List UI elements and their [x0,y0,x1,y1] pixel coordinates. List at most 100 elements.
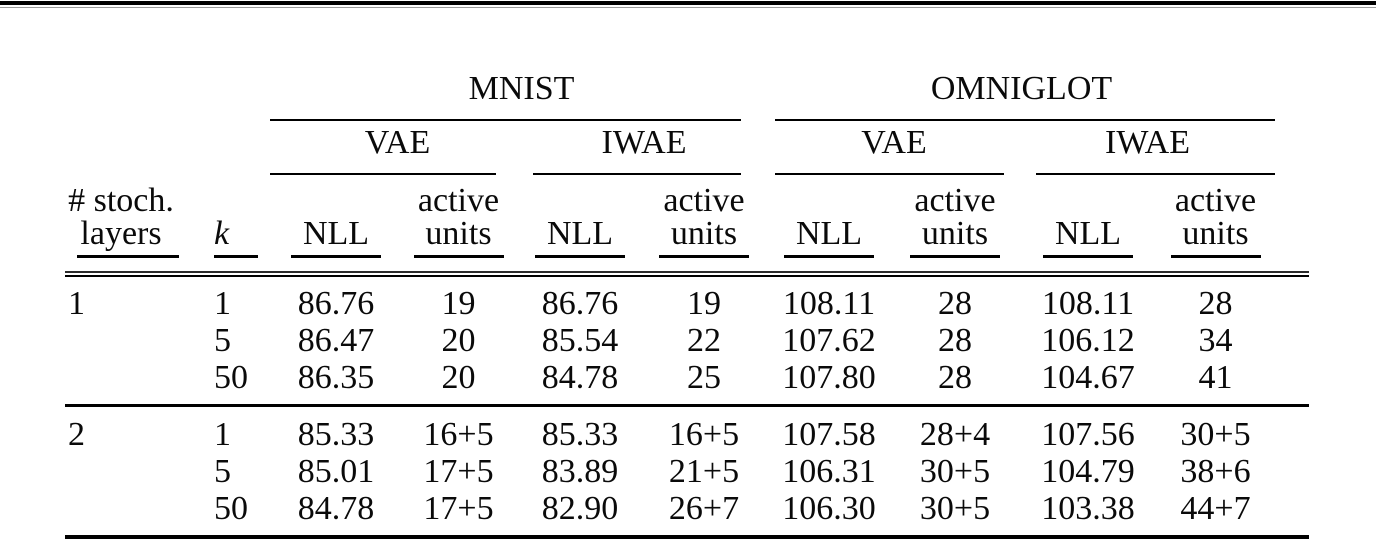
data-cell: 108.11 [1041,284,1135,322]
empty-cell [65,359,200,396]
model-subgroup-header-row: VAE IWAE VAE IWAE [65,122,1275,164]
underline-col [275,255,397,259]
col-header-active-units-iwae-mnist: active units [663,182,745,252]
data-cell: 84.78 [297,489,375,527]
bottom-rule [65,535,1309,539]
iwae-omniglot-rule [1036,173,1275,175]
data-cell: 85.54 [541,321,619,359]
col-header-nll-vae-mnist: NLL [302,215,370,252]
data-cell: 28+4 [919,415,991,453]
data-cell: 28 [938,321,972,359]
data-cell: 85.33 [541,415,619,453]
data-cell: 28 [1198,284,1233,322]
data-cell: 106.31 [782,452,876,490]
data-cell: 16+5 [423,415,494,453]
underline-col [397,255,520,259]
data-cell: 20 [441,358,476,396]
data-cell: 104.67 [1041,358,1135,396]
k-value: 1 [214,284,231,322]
data-cell: 44+7 [1180,489,1251,527]
data-cell: 103.38 [1041,489,1135,527]
data-cell: 38+6 [1180,452,1251,490]
stoch-layers-line1: # stoch. [68,182,174,219]
table-body-group-1: 1 1 86.76 19 86.76 19 108.11 28 108.11 2… [65,285,1275,396]
k-value: 5 [214,452,231,490]
data-cell: 19 [687,284,721,322]
col-header-k: k [214,215,230,252]
data-cell: 17+5 [423,452,494,490]
empty-cell [65,490,200,527]
data-cell: 30+5 [919,489,991,527]
vae-omniglot-rule [775,173,1004,175]
header-double-rule-bottom [65,274,1309,277]
data-cell: 28 [938,358,972,396]
data-cell: 16+5 [668,415,740,453]
group-header-mnist: MNIST [468,70,575,107]
data-cell: 85.33 [297,415,375,453]
col-header-nll-vae-omniglot: NLL [795,215,863,252]
data-cell: 83.89 [541,452,619,490]
table-body-group-2: 2 1 85.33 16+5 85.33 16+5 107.58 28+4 10… [65,416,1275,527]
data-cell: 107.62 [782,321,876,359]
data-cell: 86.35 [297,358,375,396]
data-cell: 107.80 [782,358,876,396]
data-cell: 86.76 [541,284,619,322]
data-cell: 28 [938,284,972,322]
top-rule-shadow [0,6,1376,8]
header-double-rule-top [65,271,1309,273]
data-cell: 22 [687,321,721,359]
data-cell: 107.58 [782,415,876,453]
underline-col [768,255,890,259]
data-cell: 34 [1198,321,1233,359]
top-rule [0,1,1376,5]
k-value: 5 [214,321,231,359]
col-header-nll-iwae-mnist: NLL [546,215,614,252]
data-cell: 26+7 [668,489,740,527]
iwae-mnist-rule [533,173,741,175]
stoch-layers-value: 1 [68,284,85,322]
col-header-stoch-layers: # stoch. layers [65,176,200,252]
data-cell: 21+5 [668,452,740,490]
data-cell: 104.79 [1041,452,1135,490]
dataset-group-header-row: MNIST OMNIGLOT [65,68,1275,110]
k-value: 50 [214,489,248,527]
empty-cell [65,453,200,490]
data-cell: 30+5 [919,452,991,490]
data-cell: 85.01 [297,452,375,490]
data-cell: 17+5 [423,489,494,527]
subgroup-header-iwae-mnist: IWAE [601,124,687,161]
col-header-active-units-vae-mnist: active units [417,182,500,252]
col-header-active-units-vae-omniglot: active units [914,182,996,252]
underline-k [200,255,275,259]
data-cell: 41 [1198,358,1233,396]
omniglot-group-rule [775,119,1275,121]
data-cell: 20 [441,321,476,359]
data-cell: 19 [441,284,476,322]
data-cell: 106.12 [1041,321,1135,359]
data-cell: 106.30 [782,489,876,527]
data-cell: 86.47 [297,321,375,359]
header-underline-row [65,255,1275,259]
data-cell: 107.56 [1041,415,1135,453]
subgroup-header-vae-mnist: VAE [364,124,431,161]
data-cell: 108.11 [782,284,876,322]
mnist-group-rule [270,119,741,121]
data-cell: 82.90 [541,489,619,527]
data-cell: 25 [687,358,721,396]
empty-cell [65,322,200,359]
group-separator-rule [65,404,1309,407]
underline-col [1156,255,1275,259]
underline-col [520,255,640,259]
stoch-layers-line2: layers [80,215,162,252]
k-value: 1 [214,415,231,453]
vae-mnist-rule [270,173,496,175]
underline-col [890,255,1020,259]
underline-col [640,255,768,259]
col-header-nll-iwae-omniglot: NLL [1054,215,1122,252]
data-cell: 86.76 [297,284,375,322]
underline-stoch-layers [65,255,200,259]
data-cell: 30+5 [1180,415,1251,453]
col-header-active-units-iwae-omniglot: active units [1174,182,1257,252]
group-header-omniglot: OMNIGLOT [930,70,1113,107]
